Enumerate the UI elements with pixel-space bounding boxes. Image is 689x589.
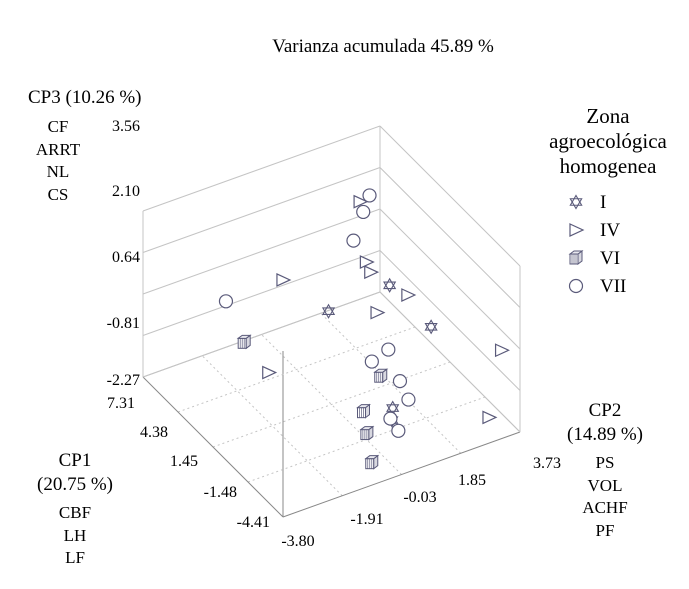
data-point-vi: [359, 425, 375, 441]
data-point-iv: [353, 194, 369, 209]
y-tick-label: 3.73: [533, 455, 561, 472]
side-wall-gridline: [379, 125, 521, 267]
legend: Zona agroecológica homogenea I IV VI VII: [549, 104, 667, 297]
legend-title: Zona: [586, 104, 630, 128]
z-tick-label: -2.27: [107, 372, 140, 389]
y-axis-ticks: -3.80 -1.91 -0.03 1.85 3.73: [281, 455, 561, 550]
data-point-vii: [356, 204, 371, 220]
y-tick-label: -1.91: [350, 511, 383, 528]
data-point-vii: [392, 374, 408, 389]
floor-gridline: [177, 326, 416, 413]
z-tick-label: -0.81: [107, 315, 140, 332]
x-axis-label: CP1: [59, 450, 92, 471]
z-axis-variables: CF ARRT NL CS: [36, 117, 81, 204]
data-point-vii: [401, 392, 416, 407]
legend-marker-i: [569, 194, 583, 210]
data-point-i: [383, 277, 397, 293]
x-axis-label-variance: (20.75 %): [37, 474, 113, 495]
floor-gridline: [201, 355, 343, 497]
z-tick-label: 0.64: [112, 249, 140, 266]
legend-label: IV: [600, 220, 620, 241]
y-variable: PF: [596, 521, 615, 540]
data-point-iv: [364, 265, 380, 280]
z-tick-label: 2.10: [112, 183, 140, 200]
data-point-vii: [364, 354, 379, 369]
back-wall-gridline: [142, 208, 381, 295]
data-point-iv: [482, 410, 498, 425]
y-axis-line: [282, 431, 521, 518]
x-tick-label: -4.41: [237, 514, 270, 531]
y-tick-label: -3.80: [281, 533, 314, 550]
x-axis-ticks: 7.31 4.38 1.45 -1.48 -4.41: [107, 395, 270, 531]
data-point-i: [321, 303, 336, 319]
back-wall-gridline: [142, 167, 381, 253]
x-tick-label: 1.45: [170, 453, 198, 470]
y-axis-variables: PS VOL ACHF PF: [582, 453, 627, 540]
z-axis-label: CP3 (10.26 %): [28, 87, 141, 108]
data-point-vii: [383, 411, 398, 426]
legend-marker-vii: [568, 278, 584, 294]
legend-label: I: [600, 192, 606, 213]
data-point-vi: [364, 454, 380, 470]
y-variable: VOL: [588, 476, 623, 495]
floor-gridline: [320, 312, 462, 454]
x-variable: LH: [64, 526, 87, 545]
legend-markers: [568, 194, 585, 294]
data-point-vii: [391, 423, 406, 438]
back-wall-gridline: [142, 250, 381, 336]
data-point-iv: [494, 343, 511, 358]
chart-title: Varianza acumulada 45.89 %: [272, 36, 494, 57]
x-tick-label: -1.48: [204, 484, 237, 501]
y-axis-label-variance: (14.89 %): [567, 424, 643, 445]
side-wall-gridline: [379, 208, 521, 350]
z-variable: ARRT: [36, 140, 81, 159]
side-wall-gridline: [379, 167, 521, 308]
data-point-iv: [370, 305, 386, 320]
data-point-i: [386, 400, 400, 416]
legend-title: agroecológica: [549, 129, 667, 153]
data-point-vii: [381, 342, 396, 357]
y-tick-label: 1.85: [458, 472, 486, 489]
data-point-iv: [276, 273, 292, 287]
data-point-vii: [346, 233, 361, 248]
y-variable: PS: [596, 453, 615, 472]
legend-marker-vi: [568, 250, 584, 265]
back-wall-gridline: [142, 125, 381, 212]
data-point-vi: [355, 403, 371, 419]
y-axis-label: CP2: [589, 400, 622, 421]
floor-edge: [142, 291, 381, 378]
y-variable: ACHF: [582, 498, 627, 517]
data-point-vi: [373, 368, 389, 384]
data-point-i: [424, 319, 438, 335]
z-axis-ticks: 3.56 2.10 0.64 -0.81 -2.27: [107, 118, 140, 389]
x-variable: CBF: [59, 503, 91, 522]
x-axis-variables: CBF LH LF: [59, 503, 91, 567]
data-point-iv: [262, 365, 278, 380]
legend-title: homogenea: [560, 154, 657, 178]
data-point-vii: [362, 188, 377, 203]
y-tick-label: -0.03: [403, 489, 436, 506]
z-tick-label: 3.56: [112, 118, 140, 135]
x-tick-label: 4.38: [140, 424, 168, 441]
data-point-vi: [236, 334, 252, 350]
x-tick-label: 7.31: [107, 395, 135, 412]
points-layer: [218, 188, 511, 470]
x-variable: LF: [65, 548, 85, 567]
legend-marker-iv: [569, 223, 585, 237]
x-axis-line: [142, 376, 284, 518]
floor-gridline: [212, 361, 451, 448]
z-variable: CS: [48, 185, 69, 204]
data-point-iv: [359, 255, 375, 269]
floor-edge: [379, 291, 521, 433]
z-variable: CF: [48, 117, 69, 136]
grid-layer: [142, 125, 521, 518]
side-wall-gridline: [379, 250, 521, 391]
legend-label: VII: [600, 276, 626, 297]
data-point-vii: [218, 294, 234, 309]
legend-label: VI: [600, 248, 620, 269]
data-point-iv: [401, 288, 417, 302]
z-variable: NL: [47, 162, 70, 181]
